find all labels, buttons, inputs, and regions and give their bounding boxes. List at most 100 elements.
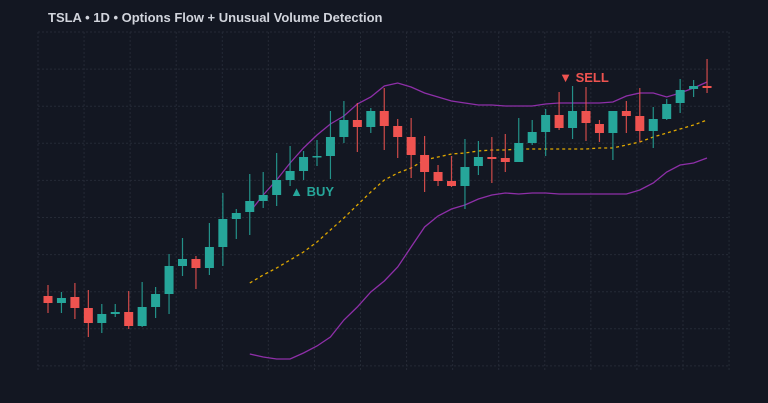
candle-up: [527, 120, 537, 145]
candle-up: [514, 118, 524, 162]
candle-body: [527, 132, 537, 143]
candle-down: [70, 283, 80, 319]
candle-down: [393, 119, 403, 158]
candle-body: [366, 111, 376, 127]
candle-body: [514, 143, 524, 162]
candle-body: [541, 115, 551, 132]
candle-body: [581, 111, 591, 123]
chart-title: TSLA • 1D • Options Flow + Unusual Volum…: [48, 10, 383, 25]
candle-body: [204, 247, 214, 268]
candle-body: [272, 180, 282, 195]
candle-up: [56, 292, 66, 313]
candle-down: [554, 92, 564, 130]
candle-up: [325, 111, 335, 179]
candle-up: [662, 99, 672, 120]
candle-down: [581, 87, 591, 141]
candle-down: [702, 59, 712, 93]
candle-up: [568, 86, 578, 139]
candle-up: [245, 174, 255, 235]
candle-down: [635, 88, 645, 142]
candle-body: [393, 126, 403, 137]
candle-up: [151, 287, 161, 318]
candle-body: [43, 296, 53, 303]
candle-up: [204, 223, 214, 275]
candle-up: [97, 304, 107, 333]
candle-down: [621, 101, 631, 133]
candle-down: [379, 88, 389, 150]
candle-body: [299, 157, 309, 171]
candle-body: [178, 259, 187, 266]
candle-body: [662, 104, 672, 119]
upper-band-line: [249, 81, 708, 213]
candle-body: [83, 308, 93, 323]
candle-up: [460, 139, 470, 209]
candle-body: [406, 137, 416, 155]
candle-body: [164, 266, 174, 294]
sell-signal-label: ▼ SELL: [559, 70, 609, 85]
candle-down: [487, 137, 497, 183]
buy-signal-label: ▲ BUY: [290, 184, 334, 199]
candle-body: [231, 213, 241, 219]
candle-body: [460, 167, 470, 186]
candle-body: [420, 155, 430, 172]
candle-up: [689, 80, 699, 97]
grid: [37, 31, 730, 370]
candle-body: [325, 137, 335, 156]
candle-body: [124, 312, 134, 326]
candle-body: [635, 116, 645, 131]
candle-down: [594, 120, 604, 142]
candle-body: [137, 307, 147, 326]
candle-up: [231, 209, 241, 239]
candle-up: [137, 282, 147, 327]
candle-body: [594, 124, 604, 133]
candle-body: [621, 111, 631, 116]
candle-up: [258, 172, 268, 208]
candle-up: [648, 107, 658, 148]
candle-body: [554, 115, 564, 128]
candle-body: [675, 90, 685, 103]
candle-body: [97, 314, 107, 323]
candle-body: [433, 172, 443, 181]
lower-band-line: [249, 157, 708, 360]
candle-up: [312, 140, 322, 166]
candle-body: [339, 120, 349, 137]
candle-down: [447, 156, 456, 187]
candle-down: [420, 136, 430, 192]
candle-body: [702, 86, 712, 88]
candle-up: [366, 108, 376, 133]
candle-up: [541, 109, 551, 156]
candle-down: [406, 118, 416, 178]
candle-body: [487, 157, 497, 159]
candle-body: [447, 181, 456, 186]
candle-body: [191, 259, 201, 268]
candle-body: [648, 119, 658, 131]
candle-body: [258, 195, 268, 201]
candle-up: [110, 304, 120, 317]
candle-body: [110, 312, 120, 314]
candle-up: [473, 141, 483, 175]
candle-down: [43, 285, 53, 313]
candle-up: [164, 254, 174, 314]
candle-body: [608, 111, 618, 133]
candle-body: [473, 157, 483, 166]
candle-body: [500, 158, 510, 162]
candle-up: [675, 79, 685, 113]
candle-up: [339, 101, 349, 143]
candle-down: [124, 291, 134, 329]
candle-body: [312, 156, 322, 158]
candle-up: [299, 151, 309, 180]
candle-body: [151, 294, 161, 307]
candle-body: [56, 298, 66, 303]
candle-body: [218, 219, 228, 247]
candle-body: [245, 201, 255, 212]
candle-body: [689, 86, 699, 89]
candle-up: [285, 146, 295, 186]
candle-down: [352, 103, 362, 152]
candle-body: [352, 120, 362, 127]
candle-up: [178, 238, 187, 276]
candle-body: [379, 111, 389, 126]
candle-body: [285, 171, 295, 180]
candle-up: [608, 111, 618, 160]
candle-down: [433, 165, 443, 186]
